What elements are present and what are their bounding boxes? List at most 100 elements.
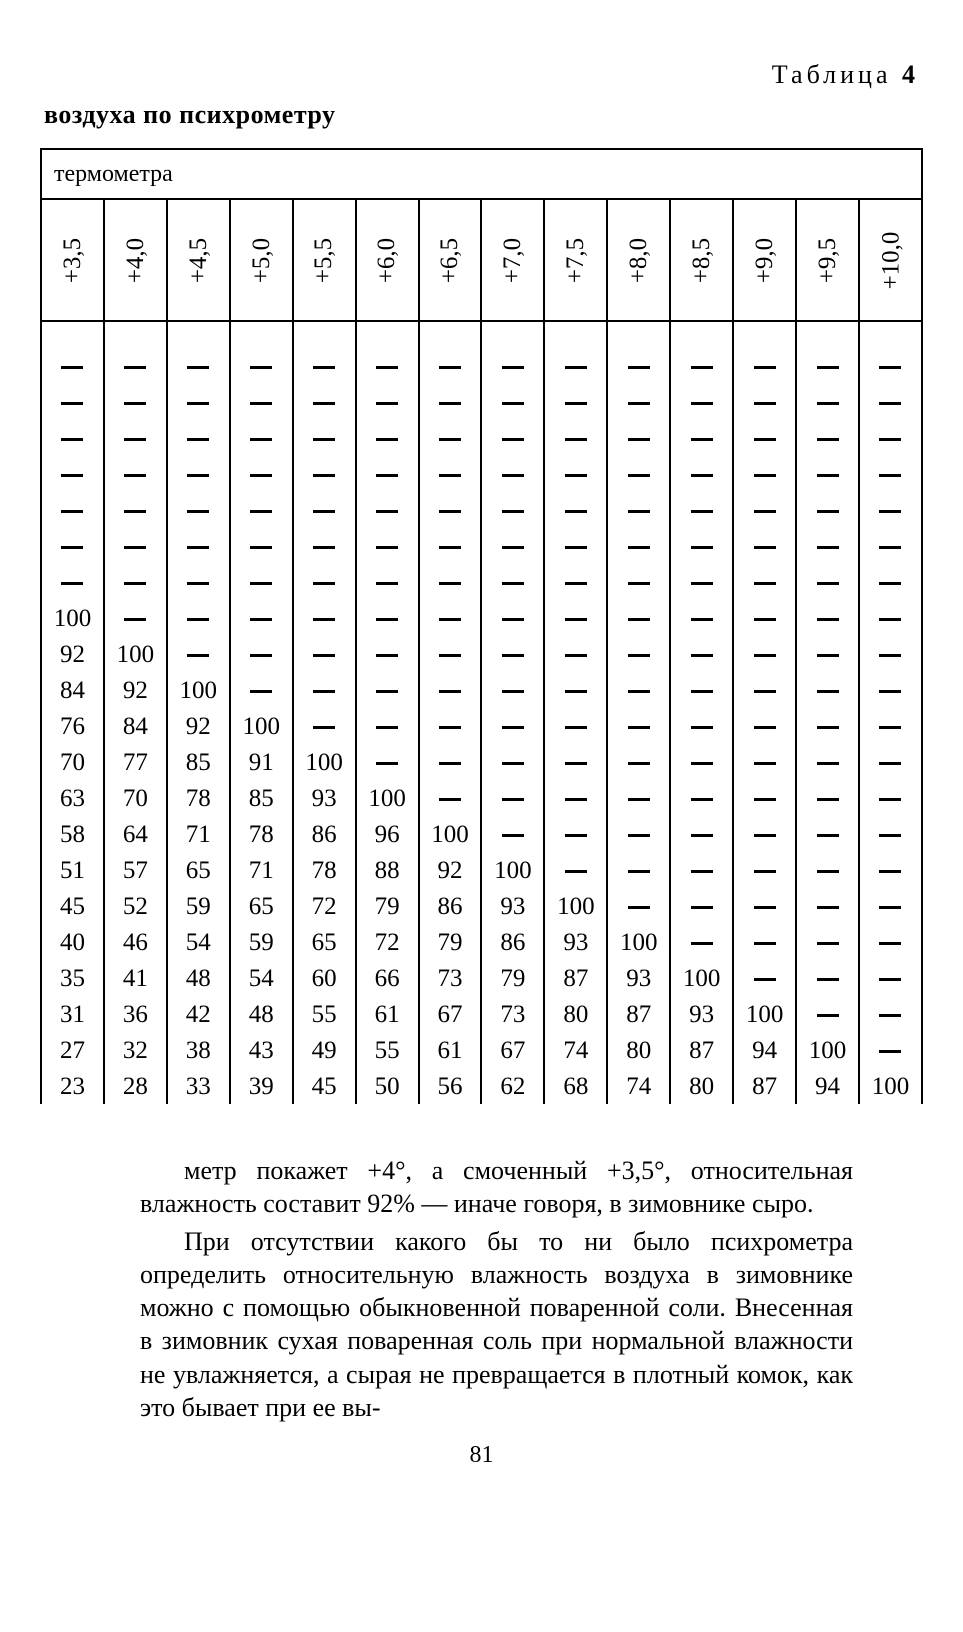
table-cell: 70 [104, 780, 167, 816]
dash-icon [376, 762, 398, 765]
table-cell [293, 636, 356, 672]
table-cell: 76 [41, 708, 104, 744]
table-cell [796, 672, 859, 708]
table-cell: 62 [481, 1068, 544, 1104]
dash-icon [691, 798, 713, 801]
table-cell [293, 672, 356, 708]
page-number: 81 [40, 1442, 923, 1469]
table-cell [356, 348, 419, 384]
table-row: 8492100 [41, 672, 922, 708]
table-cell [41, 384, 104, 420]
dash-icon [691, 762, 713, 765]
table-cell [670, 672, 733, 708]
dash-icon [691, 906, 713, 909]
table-row: 4552596572798693100 [41, 888, 922, 924]
table-cell [733, 744, 796, 780]
col-header: +6,0 [356, 199, 419, 321]
dash-icon [565, 438, 587, 441]
table-cell: 54 [230, 960, 293, 996]
dash-icon [313, 438, 335, 441]
table-row: 70778591100 [41, 744, 922, 780]
table-cell [167, 348, 230, 384]
table-cell: 42 [167, 996, 230, 1032]
table-row: 768492100 [41, 708, 922, 744]
table-row: 586471788696100 [41, 816, 922, 852]
dash-icon [628, 654, 650, 657]
dash-icon [313, 618, 335, 621]
dash-icon [754, 618, 776, 621]
table-cell [167, 636, 230, 672]
col-header-label: +4,5 [186, 237, 211, 282]
table-cell: 32 [104, 1032, 167, 1068]
table-cell [544, 672, 607, 708]
table-cell [796, 960, 859, 996]
table-cell [104, 528, 167, 564]
dash-icon [187, 510, 209, 513]
table-cell: 52 [104, 888, 167, 924]
table-cell: 84 [104, 708, 167, 744]
table-cell: 49 [293, 1032, 356, 1068]
table-cell: 78 [230, 816, 293, 852]
table-cell [796, 528, 859, 564]
table-cell [733, 960, 796, 996]
table-cell [796, 744, 859, 780]
table-cell [293, 348, 356, 384]
dash-icon [565, 798, 587, 801]
table-row [41, 384, 922, 420]
table-cell [544, 816, 607, 852]
table-row: 35414854606673798793100 [41, 960, 922, 996]
dash-icon [250, 618, 272, 621]
dash-icon [250, 582, 272, 585]
dash-icon [502, 582, 524, 585]
table-cell: 57 [104, 852, 167, 888]
table-cell: 72 [356, 924, 419, 960]
col-header: +5,5 [293, 199, 356, 321]
table-cell [544, 600, 607, 636]
table-cell [733, 600, 796, 636]
table-cell [670, 888, 733, 924]
dash-icon [376, 618, 398, 621]
dash-icon [376, 582, 398, 585]
table-cell: 66 [356, 960, 419, 996]
table-cell: 72 [293, 888, 356, 924]
table-cell: 43 [230, 1032, 293, 1068]
dash-icon [376, 654, 398, 657]
table-cell [230, 348, 293, 384]
table-cell: 59 [167, 888, 230, 924]
dash-icon [502, 690, 524, 693]
dash-icon [754, 834, 776, 837]
dash-icon [691, 546, 713, 549]
table-cell [167, 420, 230, 456]
table-cell [481, 348, 544, 384]
table-cell [104, 600, 167, 636]
col-header-label: +9,0 [752, 237, 777, 282]
table-cell: 93 [670, 996, 733, 1032]
col-header: +4,0 [104, 199, 167, 321]
dash-icon [439, 618, 461, 621]
table-cell: 56 [419, 1068, 482, 1104]
dash-icon [754, 690, 776, 693]
dash-icon [187, 474, 209, 477]
dash-icon [313, 726, 335, 729]
table-cell [796, 996, 859, 1032]
dash-icon [439, 402, 461, 405]
dash-icon [754, 762, 776, 765]
table-cell: 92 [419, 852, 482, 888]
table-cell: 27 [41, 1032, 104, 1068]
table-cell: 87 [544, 960, 607, 996]
table-cell [670, 564, 733, 600]
dash-icon [628, 546, 650, 549]
dash-icon [502, 402, 524, 405]
table-cell: 73 [481, 996, 544, 1032]
dash-icon [879, 366, 901, 369]
table-cell [481, 600, 544, 636]
dash-icon [439, 582, 461, 585]
dash-icon [124, 510, 146, 513]
table-cell [859, 1032, 922, 1068]
dash-icon [250, 690, 272, 693]
dash-icon [628, 474, 650, 477]
table-cell: 61 [356, 996, 419, 1032]
dash-icon [879, 510, 901, 513]
dash-icon [879, 438, 901, 441]
table-cell [859, 528, 922, 564]
